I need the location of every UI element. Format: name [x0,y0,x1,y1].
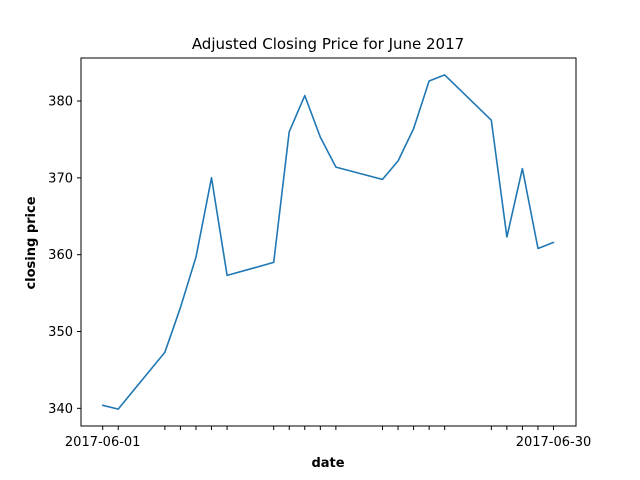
price-line [101,74,555,410]
y-tick-label: 360 [48,248,73,263]
plot-frame [80,57,577,427]
x-tick-label: 2017-06-01 [65,435,141,450]
y-axis-label: closing price [24,196,39,289]
plot-area: 340 350 360 370 380 2017-06-01 2017-06-30 [48,57,592,450]
x-tick-label: 2017-06-30 [516,435,592,450]
y-tick-label: 380 [48,95,73,110]
y-tick-label: 350 [48,325,73,340]
y-tick-label: 340 [48,402,73,417]
chart-title: Adjusted Closing Price for June 2017 [192,35,464,53]
y-tick-label: 370 [48,171,73,186]
x-axis-label: date [311,456,344,471]
